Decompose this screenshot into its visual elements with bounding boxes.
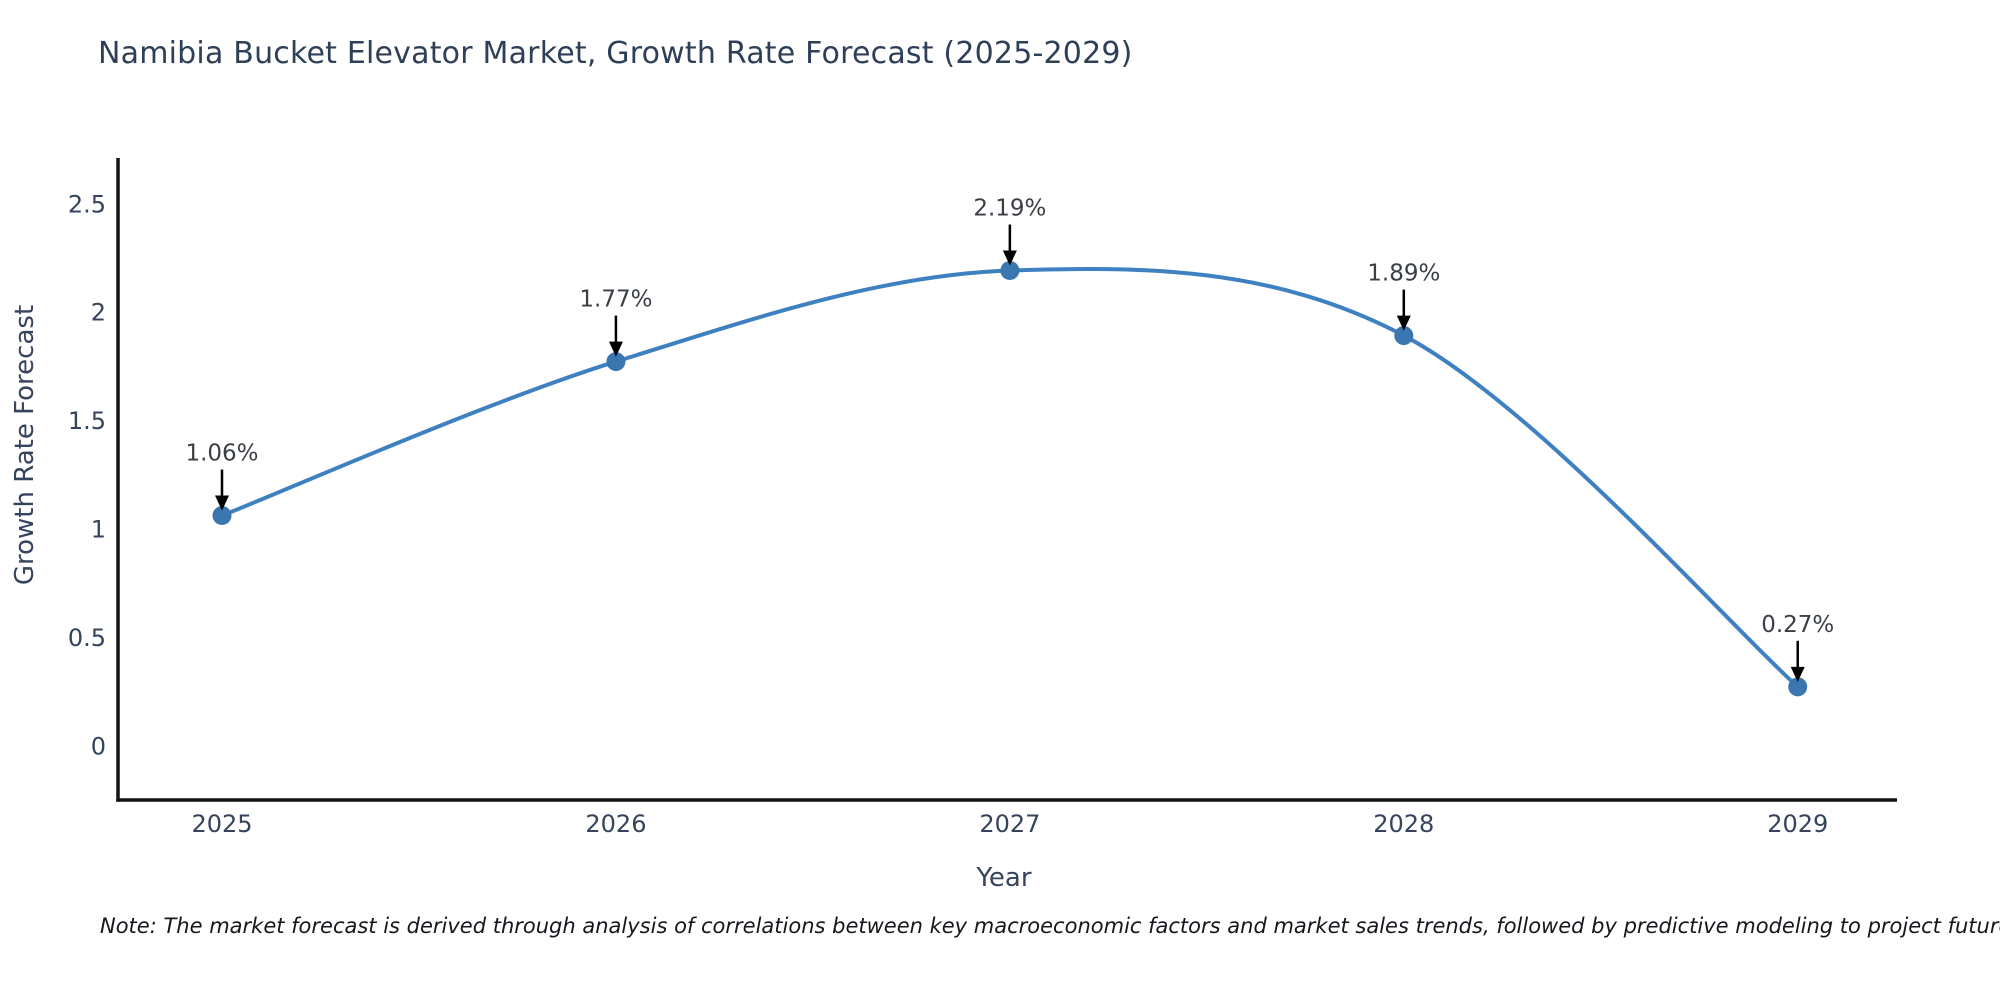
y-tick-label: 2: [91, 299, 106, 327]
annotation-arrowhead-icon: [1002, 250, 1017, 266]
y-axis-title: Growth Rate Forecast: [10, 305, 40, 585]
x-tick-label: 2025: [191, 810, 252, 838]
growth-rate-line: [219, 266, 1800, 689]
x-tick-label: 2029: [1767, 810, 1828, 838]
point-annotations: 1.06% 1.77% 2.19% 1.89% 0.27%: [185, 196, 1834, 682]
annotation-arrowhead-icon: [214, 495, 229, 511]
point-label-2026: 1.77%: [579, 287, 652, 313]
axes: [116, 158, 1897, 802]
annotation-arrowhead-icon: [1396, 315, 1411, 331]
x-axis-title: Year: [975, 863, 1031, 893]
point-label-2029: 0.27%: [1761, 612, 1834, 638]
data-point-2029[interactable]: [1788, 677, 1808, 697]
point-label-2025: 1.06%: [185, 441, 258, 467]
y-tick-label: 0: [91, 732, 106, 760]
x-tick-label: 2027: [979, 810, 1040, 838]
data-point-2027[interactable]: [1000, 261, 1020, 281]
x-tick-label: 2026: [585, 810, 646, 838]
data-point-2025[interactable]: [212, 506, 232, 526]
annotation-arrowhead-icon: [1790, 666, 1805, 682]
point-label-2028: 1.89%: [1367, 261, 1440, 287]
y-axis-ticks: 0 0.5 1 1.5 2 2.5: [68, 190, 106, 760]
y-tick-label: 1: [91, 516, 106, 544]
chart-title: Namibia Bucket Elevator Market, Growth R…: [98, 36, 1133, 71]
y-tick-label: 1.5: [68, 407, 106, 435]
y-tick-label: 2.5: [68, 190, 106, 218]
point-label-2027: 2.19%: [973, 196, 1046, 222]
y-tick-label: 0.5: [68, 624, 106, 652]
footnote: Note: The market forecast is derived thr…: [100, 914, 2000, 938]
x-axis-ticks: 2025 2026 2027 2028 2029: [191, 810, 1828, 838]
growth-rate-series: [219, 266, 1800, 689]
x-tick-label: 2028: [1373, 810, 1434, 838]
annotation-arrowhead-icon: [608, 341, 623, 357]
data-point-2026[interactable]: [606, 352, 626, 372]
data-point-2028[interactable]: [1394, 326, 1414, 346]
data-point-markers: [212, 261, 1808, 697]
